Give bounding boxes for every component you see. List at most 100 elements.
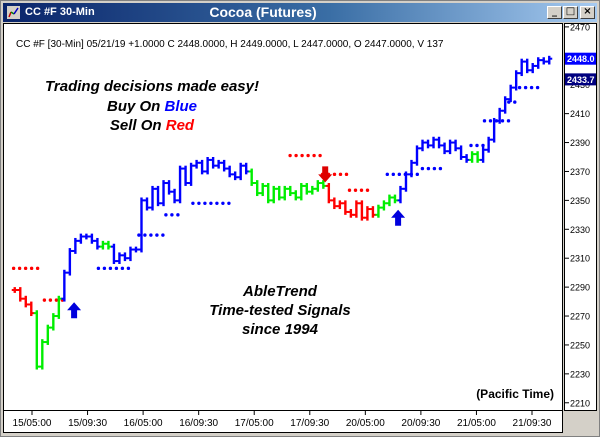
price-bar: [144, 197, 150, 211]
price-bar: [529, 63, 536, 74]
y-tick-label: 2470: [570, 24, 590, 32]
chart-app-icon: [7, 6, 20, 19]
price-bar: [540, 57, 547, 65]
price-bar: [369, 206, 376, 218]
sell-stop-dot: [312, 153, 316, 158]
close-button[interactable]: ×: [580, 6, 595, 19]
x-tick-label: 15/09:30: [68, 418, 107, 429]
price-bar: [518, 58, 525, 77]
price-bar: [210, 157, 217, 169]
buy-stop-dot: [415, 172, 419, 177]
price-bar: [320, 180, 327, 189]
price-bar: [61, 269, 68, 302]
price-tag: 2448.0: [565, 52, 596, 65]
price-axis[interactable]: 2210 2230 2250 2270 2290 2310 2330 2350 2370 2390…: [564, 22, 597, 411]
price-bar: [39, 339, 46, 370]
buy-stop-dot: [197, 201, 201, 205]
price-bar: [391, 194, 398, 204]
price-bar: [177, 165, 184, 204]
sell-stop-dot: [23, 266, 28, 271]
brand-tagline: Time-tested Signals: [209, 302, 350, 319]
promo-sell-line: Sell On Red: [110, 117, 195, 134]
buy-stop-dot: [137, 233, 141, 237]
price-bar: [155, 185, 162, 207]
buy-stop-dot: [506, 119, 511, 123]
title-bar[interactable]: CC #F 30-Min Cocoa (Futures) _ □ ×: [3, 3, 597, 22]
buy-stop-dot: [143, 233, 147, 237]
price-bar: [314, 180, 321, 192]
buy-stop-dot: [191, 201, 195, 205]
sell-stop-dot: [318, 153, 322, 158]
time-axis[interactable]: 15/05:00 15/09:30 16/05:00 16/09:30 17/05:00…: [3, 411, 563, 433]
sell-stop-dot: [347, 188, 352, 192]
sell-stop-dot: [294, 153, 298, 158]
buy-stop-dot: [432, 166, 437, 171]
price-bar: [353, 200, 360, 218]
buy-stop-dot: [535, 85, 540, 90]
price-bar: [303, 183, 310, 195]
brand-since: since 1994: [242, 321, 319, 338]
buy-stop-dot: [176, 213, 180, 217]
maximize-button[interactable]: □: [563, 6, 578, 19]
minimize-button[interactable]: _: [547, 6, 562, 19]
price-bar: [66, 248, 73, 276]
price-bar: [44, 324, 51, 345]
buy-stop-dot: [523, 85, 528, 90]
price-bar: [364, 206, 371, 221]
price-bar: [94, 237, 101, 250]
price-bar: [386, 194, 393, 207]
price-bar: [160, 180, 167, 207]
price-bar: [425, 139, 432, 149]
price-bar: [188, 162, 195, 186]
price-bar: [441, 142, 448, 155]
price-bar: [535, 57, 542, 69]
x-tick-label: 16/05:00: [124, 418, 163, 429]
price-bar: [485, 136, 492, 153]
price-bar: [248, 168, 255, 186]
x-tick-label: 17/05:00: [235, 418, 274, 429]
price-bar: [513, 70, 520, 91]
price-bar: [132, 246, 139, 253]
price-bar: [182, 165, 189, 186]
signal-arrows-layer: [67, 166, 406, 319]
price-bar: [243, 162, 250, 175]
stop-dots-layer: [11, 85, 540, 302]
plot-area[interactable]: CC #F [30-Min] 05/21/19 +1.0000 C 2448.0…: [3, 23, 563, 411]
price-bar: [342, 200, 349, 215]
price-bar: [546, 55, 553, 65]
price-bar: [226, 165, 233, 178]
buy-stop-dot: [164, 213, 168, 217]
price-bar: [325, 183, 332, 204]
price-bar: [380, 200, 387, 211]
sell-stop-dot: [306, 153, 310, 158]
buy-signal-arrow: [391, 209, 406, 226]
price-bar: [171, 188, 178, 204]
sell-stop-dot: [48, 298, 53, 302]
price-bar: [375, 204, 382, 218]
x-tick-label: 20/05:00: [346, 418, 385, 429]
sell-stop-dot: [332, 172, 337, 177]
price-bar: [221, 159, 228, 172]
buy-stop-dot: [149, 233, 153, 237]
price-bar: [358, 200, 365, 221]
price-bar: [436, 136, 443, 149]
price-bar: [110, 243, 117, 264]
price-bar: [17, 287, 24, 302]
price-bar: [347, 209, 354, 218]
buy-stop-dot: [482, 119, 487, 123]
price-bar: [99, 240, 106, 250]
price-bars-layer: [11, 55, 553, 370]
price-bar: [480, 146, 487, 163]
buy-stop-dot: [203, 201, 207, 205]
buy-stop-dot: [517, 85, 522, 90]
sell-stop-dot: [338, 172, 343, 177]
price-bar: [491, 117, 498, 143]
price-bar: [265, 183, 272, 204]
timezone-label: (Pacific Time): [476, 387, 554, 401]
y-tick-label: 2250: [570, 340, 590, 350]
price-bar: [127, 246, 134, 262]
price-bar: [402, 171, 409, 192]
buy-stop-dot: [120, 266, 125, 271]
sell-stop-dot: [288, 153, 292, 158]
